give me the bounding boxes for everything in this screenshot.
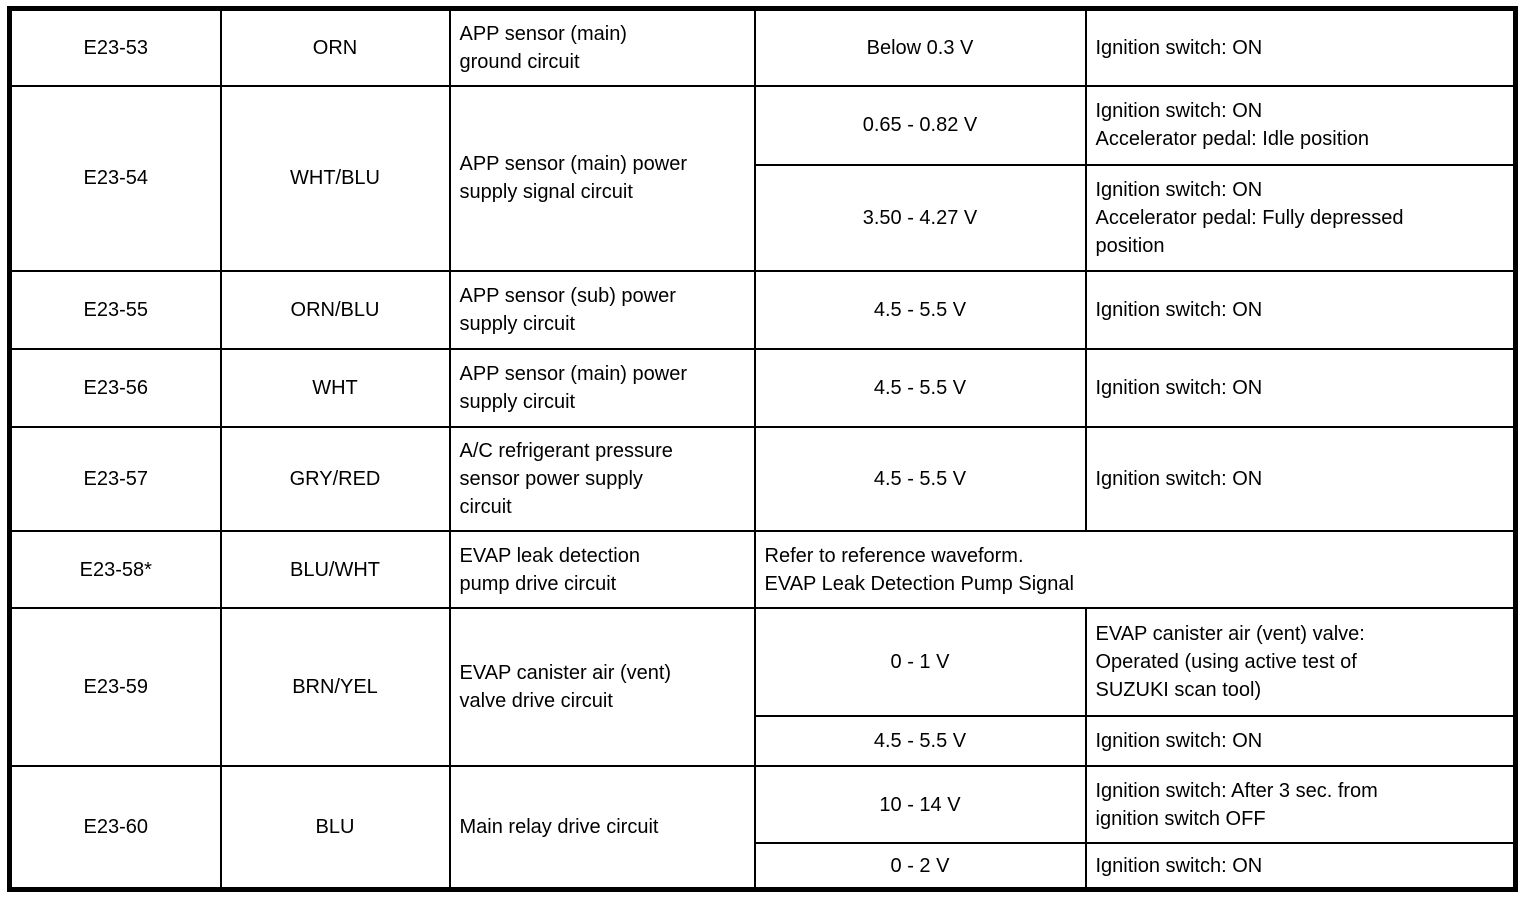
circuit-cell: APP sensor (main) ground circuit <box>448 7 756 87</box>
terminal-cell: E23-56 <box>8 347 222 428</box>
table-subrow: 4.5 - 5.5 V Ignition switch: ON <box>10 715 1517 768</box>
voltage-cell: Below 0.3 V <box>753 7 1087 87</box>
condition-cell: Ignition switch: ON Accelerator pedal: F… <box>1084 163 1517 272</box>
condition-cell: Ignition switch: ON Accelerator pedal: I… <box>1084 84 1517 166</box>
condition-cell: Ignition switch: ON <box>1084 7 1517 87</box>
table-row: E23-54 WHT/BLU APP sensor (main) power s… <box>8 84 1517 272</box>
wire-color-cell: BLU/WHT <box>219 530 451 610</box>
condition-cell: Ignition switch: ON <box>1084 842 1517 891</box>
wire-color-cell: GRY/RED <box>219 425 451 533</box>
table-row: E23-56 WHT APP sensor (main) power suppl… <box>8 347 1517 428</box>
terminal-cell: E23-58* <box>8 530 222 610</box>
waveform-note-cell: Refer to reference waveform. EVAP Leak D… <box>753 530 1517 610</box>
table-row: E23-53 ORN APP sensor (main) ground circ… <box>8 7 1517 87</box>
condition-cell: Ignition switch: ON <box>1084 425 1517 533</box>
table-row: E23-58* BLU/WHT EVAP leak detection pump… <box>8 530 1517 610</box>
table-subrow: 3.50 - 4.27 V Ignition switch: ON Accele… <box>10 163 1517 272</box>
circuit-cell: APP sensor (main) power supply signal ci… <box>448 84 756 272</box>
wire-color-cell: WHT <box>219 347 451 428</box>
table-row: E23-55 ORN/BLU APP sensor (sub) power su… <box>8 269 1517 350</box>
condition-cell: Ignition switch: ON <box>1084 269 1517 350</box>
circuit-cell: APP sensor (main) power supply circuit <box>448 347 756 428</box>
voltage-cell: 0.65 - 0.82 V <box>753 84 1087 166</box>
circuit-cell: A/C refrigerant pressure sensor power su… <box>448 425 756 533</box>
voltage-cell: 0 - 1 V <box>753 607 1087 718</box>
terminal-cell: E23-53 <box>8 7 222 87</box>
voltage-cell: 4.5 - 5.5 V <box>753 425 1087 533</box>
condition-cell: EVAP canister air (vent) valve: Operated… <box>1084 607 1517 718</box>
terminal-voltage-table: E23-53 ORN APP sensor (main) ground circ… <box>7 6 1518 892</box>
table-row: E23-59 BRN/YEL EVAP canister air (vent) … <box>8 607 1517 768</box>
voltage-cell: 0 - 2 V <box>753 842 1087 891</box>
table-row: E23-57 GRY/RED A/C refrigerant pressure … <box>8 425 1517 533</box>
condition-cell: Ignition switch: ON <box>1084 715 1517 768</box>
table-row: E23-60 BLU Main relay drive circuit 10 -… <box>8 765 1517 891</box>
voltage-cell: 4.5 - 5.5 V <box>753 269 1087 350</box>
voltage-cell: 10 - 14 V <box>753 765 1087 845</box>
circuit-cell: APP sensor (sub) power supply circuit <box>448 269 756 350</box>
terminal-cell: E23-55 <box>8 269 222 350</box>
voltage-cell: 4.5 - 5.5 V <box>753 347 1087 428</box>
circuit-cell: Main relay drive circuit <box>448 765 756 891</box>
terminal-cell: E23-57 <box>8 425 222 533</box>
table-subrow: 0 - 2 V Ignition switch: ON <box>10 842 1517 891</box>
terminal-cell: E23-59 <box>8 607 222 768</box>
voltage-cell: 3.50 - 4.27 V <box>753 163 1087 272</box>
condition-cell: Ignition switch: ON <box>1084 347 1517 428</box>
voltage-cell: 4.5 - 5.5 V <box>753 715 1087 768</box>
terminal-cell: E23-60 <box>8 765 222 891</box>
wire-color-cell: WHT/BLU <box>219 84 451 272</box>
circuit-cell: EVAP canister air (vent) valve drive cir… <box>448 607 756 768</box>
wire-color-cell: BLU <box>219 765 451 891</box>
wire-color-cell: BRN/YEL <box>219 607 451 768</box>
terminal-cell: E23-54 <box>8 84 222 272</box>
wire-color-cell: ORN/BLU <box>219 269 451 350</box>
circuit-cell: EVAP leak detection pump drive circuit <box>448 530 756 610</box>
condition-cell: Ignition switch: After 3 sec. from ignit… <box>1084 765 1517 845</box>
wire-color-cell: ORN <box>219 7 451 87</box>
